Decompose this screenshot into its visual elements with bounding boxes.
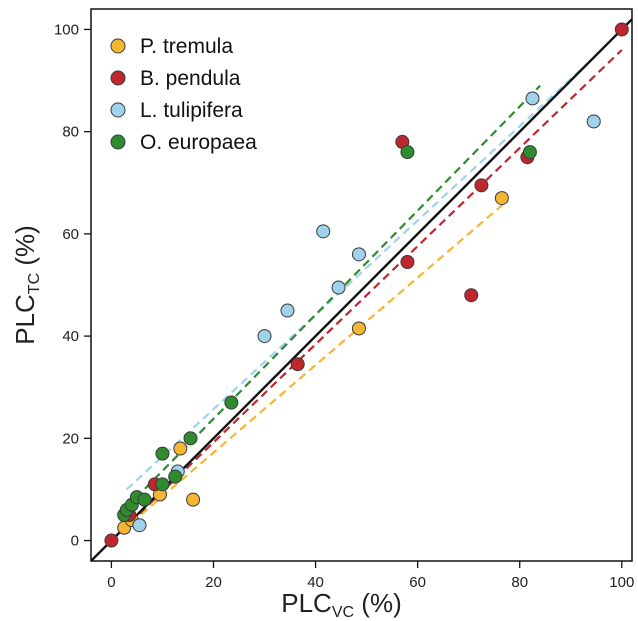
x-tick-label-0: 0 — [107, 574, 115, 591]
point-s3-6 — [155, 477, 170, 492]
legend-marker-0 — [110, 38, 126, 54]
x-tick-label-5: 100 — [609, 574, 634, 591]
y-tick-label-3: 60 — [62, 226, 79, 243]
point-s2-0 — [132, 518, 147, 533]
y-axis-title-main: PLC — [10, 294, 40, 345]
x-axis-title-sub: VC — [332, 604, 354, 621]
legend-label-1: B. pendula — [140, 67, 241, 90]
x-axis-title-unit: (%) — [354, 588, 402, 618]
y-tick-label-1: 20 — [62, 430, 79, 447]
y-tick-label-4: 80 — [62, 124, 79, 141]
legend-label-0: P. tremula — [140, 35, 233, 58]
point-s0-5 — [351, 321, 366, 336]
y-tick-label-2: 40 — [62, 328, 79, 345]
x-tick-label-4: 80 — [511, 574, 528, 591]
x-axis-ticks: 0 20 40 60 80 100 — [107, 561, 634, 591]
point-s3-9 — [224, 395, 239, 410]
y-tick-label-5: 100 — [54, 21, 79, 38]
legend-label-3: O. europaea — [140, 131, 257, 154]
y-axis-title-sub: TC — [26, 273, 43, 294]
legend-marker-3 — [110, 134, 126, 150]
point-s3-7 — [168, 469, 183, 484]
point-s2-5 — [331, 280, 346, 295]
fit-line-2 — [125, 59, 592, 491]
point-s1-7 — [474, 178, 489, 193]
y-axis-title: PLCTC (%) — [10, 225, 43, 345]
point-s0-3 — [173, 441, 188, 456]
x-axis-title-main: PLC — [281, 588, 332, 618]
point-s1-5 — [400, 255, 415, 269]
point-s1-9 — [614, 22, 629, 37]
point-s2-3 — [280, 303, 295, 318]
point-s1-3 — [290, 357, 305, 372]
plot-frame — [90, 8, 633, 562]
fit-lines — [110, 49, 623, 542]
legend: P. tremula B. pendula L. tulipifera O. euro… — [110, 35, 257, 154]
legend-label-2: L. tulipifera — [140, 99, 243, 122]
x-tick-label-1: 20 — [205, 574, 222, 591]
x-tick-label-3: 60 — [409, 574, 426, 591]
point-s3-8 — [183, 431, 198, 446]
point-s3-5 — [155, 446, 170, 461]
point-s1-6 — [464, 288, 479, 303]
y-tick-label-0: 0 — [71, 533, 79, 550]
point-s2-2 — [257, 329, 272, 344]
point-s1-0 — [104, 533, 119, 548]
x-axis-title: PLCVC (%) — [281, 588, 401, 621]
point-s0-6 — [494, 191, 509, 206]
data-points — [104, 22, 629, 548]
point-s3-10 — [400, 145, 415, 160]
fit-line-0 — [120, 202, 506, 533]
point-s2-7 — [525, 91, 540, 106]
legend-marker-1 — [110, 70, 126, 86]
point-s2-6 — [351, 247, 366, 262]
point-s3-4 — [137, 492, 152, 507]
y-axis-ticks: 0 20 40 60 80 100 — [54, 21, 91, 550]
point-s0-4 — [186, 492, 201, 507]
point-s3-11 — [522, 145, 537, 160]
point-s2-4 — [316, 224, 331, 239]
legend-marker-2 — [110, 102, 126, 118]
fit-line-1 — [110, 49, 623, 542]
point-s2-8 — [586, 114, 601, 129]
x-tick-label-2: 40 — [307, 574, 324, 591]
y-axis-title-unit: (%) — [10, 225, 40, 273]
